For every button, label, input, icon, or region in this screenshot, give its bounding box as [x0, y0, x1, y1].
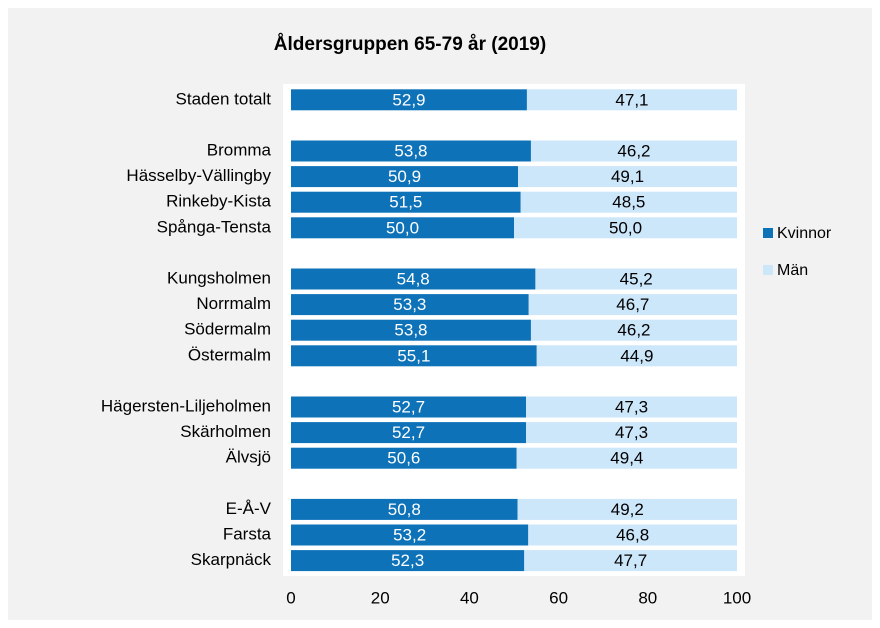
data-label: 51,5: [389, 193, 422, 212]
data-label: 46,7: [616, 295, 649, 314]
bar: [291, 191, 521, 213]
x-tick-label: 60: [549, 588, 568, 607]
y-tick-label: Spånga-Tensta: [157, 217, 272, 236]
bar: [291, 396, 527, 418]
bar: [291, 447, 517, 469]
bar: [291, 422, 527, 444]
y-tick-label: Staden totalt: [176, 89, 272, 108]
y-tick-label: Rinkeby-Kista: [166, 192, 271, 211]
bar: [518, 166, 737, 188]
bar: [291, 89, 527, 111]
data-label: 47,7: [614, 551, 647, 570]
bar: [526, 89, 737, 111]
data-label: 49,2: [611, 500, 644, 519]
data-label: 52,3: [391, 551, 424, 570]
bar: [291, 140, 531, 162]
data-label: 46,2: [617, 141, 650, 160]
data-label: 52,7: [392, 397, 425, 416]
data-label: 50,0: [386, 218, 419, 237]
bar: [291, 268, 536, 290]
x-tick-label: 0: [286, 588, 295, 607]
bar: [528, 294, 737, 316]
x-tick-label: 40: [460, 588, 479, 607]
bar: [291, 498, 518, 520]
bar: [291, 550, 525, 572]
bar: [516, 447, 737, 469]
bar: [291, 294, 529, 316]
x-tick-label: 20: [371, 588, 390, 607]
bar: [291, 166, 519, 188]
bar: [291, 524, 529, 546]
bar: [291, 319, 531, 341]
y-tick-label: Hägersten-Liljeholmen: [101, 396, 271, 415]
y-tick-label: E-Å-V: [226, 499, 272, 518]
bar: [517, 498, 737, 520]
data-label: 48,5: [612, 193, 645, 212]
data-label: 44,9: [620, 346, 653, 365]
y-tick-label: Norrmalm: [196, 294, 271, 313]
legend-swatch: [763, 265, 773, 275]
bar: [514, 217, 737, 239]
data-label: 53,8: [394, 141, 427, 160]
data-label: 46,2: [617, 321, 650, 340]
bar: [530, 140, 737, 162]
bar: [530, 319, 737, 341]
y-tick-label: Kungsholmen: [167, 268, 271, 287]
y-tick-label: Östermalm: [188, 345, 271, 364]
data-label: 45,2: [620, 269, 653, 288]
y-tick-label: Hässelby-Vällingby: [126, 166, 271, 185]
y-tick-label: Skarpnäck: [191, 550, 272, 569]
data-label: 50,8: [388, 500, 421, 519]
legend-swatch: [763, 228, 773, 238]
data-label: 50,9: [388, 167, 421, 186]
data-label: 50,0: [609, 218, 642, 237]
bar: [291, 217, 514, 239]
bar: [535, 268, 737, 290]
bar: [526, 396, 737, 418]
legend-label: Kvinnor: [777, 225, 832, 242]
y-tick-label: Skärholmen: [180, 422, 271, 441]
bar: [536, 345, 737, 367]
bar: [528, 524, 737, 546]
data-label: 53,3: [393, 295, 426, 314]
data-label: 49,1: [611, 167, 644, 186]
data-label: 47,3: [615, 423, 648, 442]
legend-label: Män: [777, 262, 808, 279]
y-tick-label: Södermalm: [184, 320, 271, 339]
x-tick-label: 100: [723, 588, 751, 607]
data-label: 53,8: [394, 321, 427, 340]
data-label: 52,7: [392, 423, 425, 442]
bar: [524, 550, 737, 572]
data-label: 49,4: [610, 449, 643, 468]
data-label: 46,8: [616, 525, 649, 544]
chart-title: Åldersgruppen 65-79 år (2019): [274, 34, 546, 55]
bar: [526, 422, 737, 444]
data-label: 54,8: [397, 269, 430, 288]
data-label: 55,1: [397, 346, 430, 365]
data-label: 53,2: [393, 525, 426, 544]
y-tick-label: Älvsjö: [226, 448, 271, 467]
data-label: 47,3: [615, 397, 648, 416]
data-label: 47,1: [615, 90, 648, 109]
bar: [291, 345, 537, 367]
data-label: 50,6: [387, 449, 420, 468]
y-tick-label: Bromma: [207, 140, 272, 159]
x-tick-label: 80: [638, 588, 657, 607]
bar: [520, 191, 737, 213]
y-tick-label: Farsta: [223, 524, 272, 543]
data-label: 52,9: [392, 90, 425, 109]
